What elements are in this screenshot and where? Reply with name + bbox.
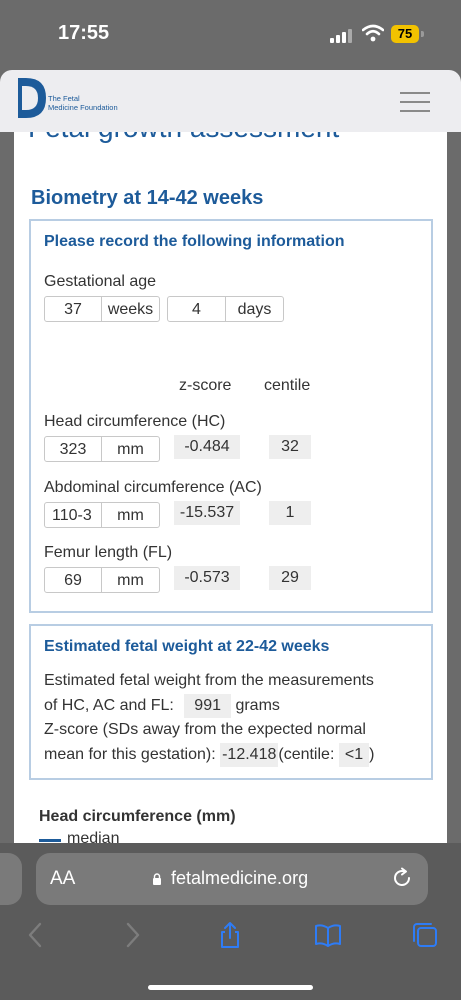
efw-line4-prefix: mean for this gestation): [44,745,216,763]
hc-centile: 32 [269,435,311,459]
cellular-signal-icon [330,27,352,43]
hamburger-menu-icon[interactable] [400,92,430,112]
logo-text: The Fetal Medicine Foundation [48,94,118,112]
efw-weight-value: 991 [184,693,231,718]
logo-line1: The Fetal [48,94,80,103]
ac-label: Abdominal circumference (AC) [44,479,262,496]
hc-chart-title: Head circumference (mm) [39,808,236,825]
weeks-unit: weeks [101,296,160,322]
efw-description: Estimated fetal weight from the measurem… [44,669,374,767]
efw-line1: Estimated fetal weight from the measurem… [44,672,374,689]
home-indicator[interactable] [148,985,313,990]
tabs-icon[interactable] [411,921,439,949]
ac-unit: mm [101,502,160,528]
median-legend-label: median [67,830,120,843]
section-title: Biometry at 14-42 weeks [31,187,264,209]
gestational-age-label: Gestational age [44,273,157,290]
hc-label: Head circumference (HC) [44,413,226,430]
efw-centile-value: <1 [338,742,370,767]
fmf-logo-icon[interactable] [16,76,48,120]
status-bar: 17:55 75 [0,0,461,70]
efw-centile-prefix: (centile: [278,745,335,763]
page-title: Fetal growth assessment [28,132,339,144]
lock-icon [153,873,161,885]
efw-zscore-value: -12.418 [220,742,279,767]
hc-unit: mm [101,436,160,462]
back-icon[interactable] [22,921,50,949]
bookmarks-icon[interactable] [314,921,342,949]
logo-line2: Medicine Foundation [48,103,118,112]
record-box-title: Please record the following information [44,233,345,250]
previous-tab-pill[interactable] [0,853,22,905]
efw-box-title: Estimated fetal weight at 22-42 weeks [44,638,330,655]
efw-line2-prefix: of HC, AC and FL: [44,696,174,714]
weeks-input[interactable]: 37 [44,296,102,322]
reload-icon[interactable] [391,867,413,889]
wifi-icon [362,24,384,42]
record-info-box: Please record the following information … [29,219,433,613]
fl-label: Femur length (FL) [44,544,173,561]
hc-input[interactable]: 323 [44,436,102,462]
median-legend-line [39,839,61,842]
fl-centile: 29 [269,566,311,590]
zscore-column-header: z-score [179,377,232,394]
efw-box: Estimated fetal weight at 22-42 weeks Es… [29,624,433,780]
address-bar[interactable] [36,853,428,905]
browser-toolbar: AA fetalmedicine.org [0,843,461,1000]
efw-line2: of HC, AC and FL: 991 grams [44,693,374,718]
centile-column-header: centile [264,377,311,394]
battery-icon: 75 [391,25,419,43]
days-input[interactable]: 4 [167,296,226,322]
days-unit: days [225,296,284,322]
hc-zscore: -0.484 [174,435,240,459]
site-header: The Fetal Medicine Foundation [0,70,461,132]
ac-input[interactable]: 110-3 [44,502,102,528]
efw-line3: Z-score (SDs away from the expected norm… [44,721,366,738]
efw-line4: mean for this gestation): -12.418 (centil… [44,742,375,767]
fl-unit: mm [101,567,160,593]
ac-zscore: -15.537 [174,501,240,525]
ac-centile: 1 [269,501,311,525]
status-time: 17:55 [58,22,110,44]
share-icon[interactable] [216,921,244,949]
main-content: Fetal growth assessment Biometry at 14-4… [14,132,447,843]
fl-input[interactable]: 69 [44,567,102,593]
forward-icon[interactable] [118,921,146,949]
battery-tip [421,31,424,37]
efw-centile-suffix: ) [369,745,375,763]
reader-settings-button[interactable]: AA [50,868,76,889]
fl-zscore: -0.573 [174,566,240,590]
url-text[interactable]: fetalmedicine.org [171,868,309,888]
efw-weight-unit: grams [235,696,280,714]
